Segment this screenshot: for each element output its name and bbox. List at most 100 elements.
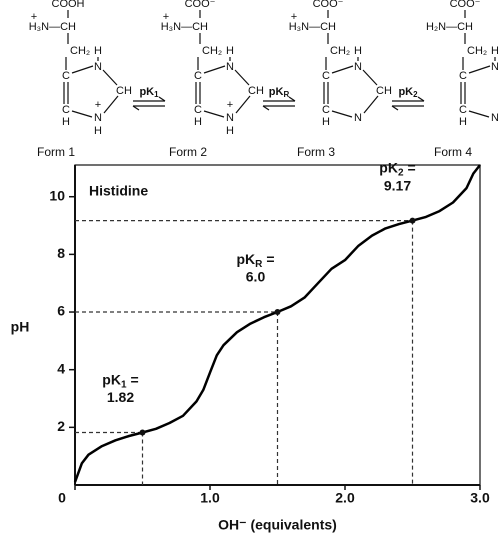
symbol: pK xyxy=(102,371,121,387)
atom-label: H xyxy=(62,116,70,128)
form-label: Form 2 xyxy=(169,145,207,159)
annotation-value: 9.17 xyxy=(384,177,411,193)
x-axis-label: OH⁻ (equivalents) xyxy=(218,517,337,533)
y-tick-label: 2 xyxy=(57,418,65,434)
atom-label: H xyxy=(94,45,102,57)
bond xyxy=(363,95,379,114)
atom-label: N xyxy=(226,61,234,73)
symbol: pK xyxy=(398,86,413,98)
symbol: pK xyxy=(139,86,154,98)
bond xyxy=(468,65,491,74)
y-tick-label: 8 xyxy=(57,245,65,261)
atom-label: H xyxy=(354,45,362,57)
atom-label: + xyxy=(31,11,37,23)
arrow xyxy=(391,105,399,111)
y-tick-label: 6 xyxy=(57,303,65,319)
equilibrium-label: pKR xyxy=(269,86,290,99)
subscript: R xyxy=(283,90,289,99)
equilibrium-label: pK1 xyxy=(139,86,159,99)
atom-label: H xyxy=(94,125,102,137)
bond xyxy=(71,110,93,118)
y-tick-label: 10 xyxy=(49,187,65,203)
atom-label: C xyxy=(194,70,202,82)
symbol: pK xyxy=(236,251,255,267)
bond xyxy=(235,95,251,114)
atom-label: N xyxy=(354,61,362,73)
annotation-label: pK1 = xyxy=(102,371,138,390)
atom-label: CH xyxy=(116,85,132,97)
atom-label: H xyxy=(226,45,234,57)
atom-label: H₃N—CH xyxy=(289,21,336,33)
atom-label: N xyxy=(491,112,498,124)
y-axis-label: pH xyxy=(11,319,30,335)
pk-point xyxy=(139,429,146,436)
atom-label: C xyxy=(459,104,467,116)
atom-label: H xyxy=(226,125,234,137)
bond xyxy=(103,95,119,114)
atom-label: H₃N—CH xyxy=(29,21,76,33)
pk-point xyxy=(409,217,416,224)
subscript: 1 xyxy=(154,90,159,99)
atom-label: + xyxy=(227,99,233,111)
form-label: Form 4 xyxy=(434,145,472,159)
atom-label: C xyxy=(194,104,202,116)
bond xyxy=(331,65,354,74)
arrow xyxy=(132,105,140,111)
atom-label: N xyxy=(94,112,102,124)
arrow xyxy=(288,96,296,102)
bond xyxy=(234,69,250,86)
symbol: pK xyxy=(269,86,284,98)
atom-label: H xyxy=(194,116,202,128)
bond xyxy=(71,65,94,74)
x-tick-label: 3.0 xyxy=(470,490,490,506)
arrow xyxy=(417,96,425,102)
atom-label: N xyxy=(354,112,362,124)
atom-label: + xyxy=(291,11,297,23)
atom-label: C xyxy=(459,70,467,82)
atom-label: N xyxy=(94,61,102,73)
form-label: Form 1 xyxy=(37,145,75,159)
atom-label: C xyxy=(62,104,70,116)
atom-label: + xyxy=(95,99,101,111)
atom-label: COO⁻ xyxy=(313,0,344,10)
atom-label: CH xyxy=(248,85,264,97)
bond xyxy=(203,110,225,118)
atom-label: CH₂ xyxy=(467,45,487,57)
atom-label: C xyxy=(322,104,330,116)
x-tick-label: 1.0 xyxy=(200,490,220,506)
annotation-label: pK2 = xyxy=(379,159,415,178)
subscript: 2 xyxy=(398,167,404,178)
y-tick-label: 4 xyxy=(57,360,65,376)
arrow xyxy=(262,105,270,111)
atom-label: CH₂ xyxy=(70,45,90,57)
atom-label: H xyxy=(459,116,467,128)
chart-title: Histidine xyxy=(89,183,148,199)
symbol: pK xyxy=(379,159,398,175)
equals: = xyxy=(131,371,139,387)
equals: = xyxy=(408,159,416,175)
atom-label: N xyxy=(491,61,498,73)
subscript: 1 xyxy=(121,379,127,390)
atom-label: CH₂ xyxy=(330,45,350,57)
atom-label: H₃N—CH xyxy=(161,21,208,33)
atom-label: C xyxy=(322,70,330,82)
bond xyxy=(102,69,118,86)
equals: = xyxy=(266,251,274,267)
bond xyxy=(468,110,490,118)
pk-point xyxy=(274,309,281,316)
subscript: R xyxy=(255,259,263,270)
annotation-value: 1.82 xyxy=(107,389,134,405)
subscript: 2 xyxy=(413,90,418,99)
atom-label: C xyxy=(62,70,70,82)
bond xyxy=(331,110,353,118)
atom-label: COO⁻ xyxy=(185,0,216,10)
x-tick-label: 0 xyxy=(58,490,66,506)
arrow xyxy=(158,96,166,102)
atom-label: COOH xyxy=(52,0,85,10)
annotation-value: 6.0 xyxy=(246,269,266,285)
bond xyxy=(362,69,378,86)
atom-label: H xyxy=(322,116,330,128)
atom-label: + xyxy=(163,11,169,23)
